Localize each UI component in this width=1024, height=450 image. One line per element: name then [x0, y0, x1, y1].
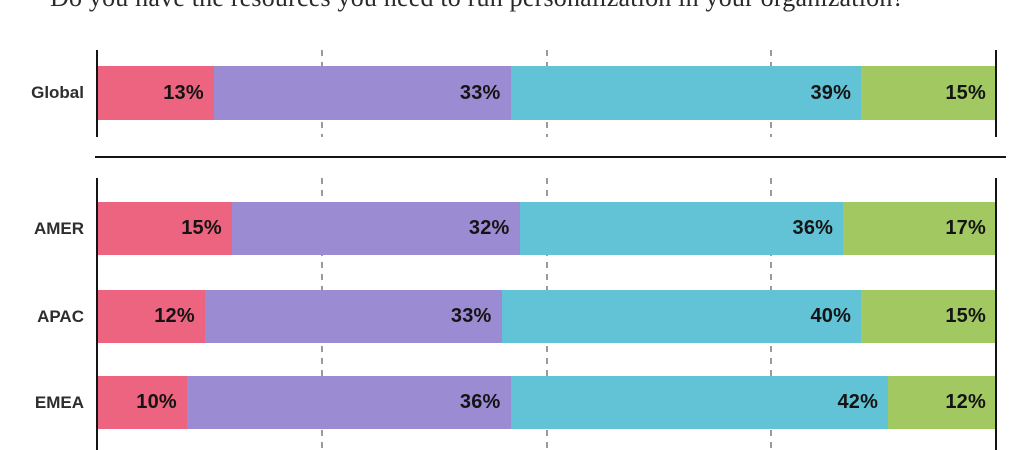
- stacked-bar-apac: 12% 33% 40% 15%: [97, 290, 996, 343]
- bar-segment-green: 15%: [861, 290, 996, 343]
- segment-value-label: 42%: [837, 391, 879, 413]
- segment-value-label: 15%: [945, 81, 986, 104]
- bar-segment-teal: 40%: [501, 290, 862, 343]
- bar-segment-teal: 42%: [510, 376, 889, 429]
- bar-segment-purple: 36%: [186, 376, 511, 429]
- segment-value-label: 10%: [136, 391, 177, 413]
- segment-value-label: 15%: [181, 217, 222, 239]
- chart-row-global: Global 13% 33% 39% 15%: [31, 66, 996, 120]
- segment-value-label: 12%: [945, 391, 986, 413]
- bar-segment-pink: 12%: [97, 290, 205, 343]
- stacked-bar-global: 13% 33% 39% 15%: [97, 66, 996, 120]
- segment-value-label: 17%: [945, 217, 986, 239]
- chart-separator-line: [95, 156, 1006, 158]
- stacked-bar-emea: 10% 36% 42% 12%: [97, 376, 996, 429]
- bar-segment-pink: 10%: [97, 376, 187, 429]
- segment-value-label: 36%: [792, 217, 834, 239]
- bar-segment-green: 15%: [861, 66, 996, 120]
- bar-segment-pink: 15%: [97, 202, 232, 255]
- bar-segment-green: 12%: [888, 376, 996, 429]
- bar-segment-purple: 33%: [204, 290, 502, 343]
- bar-segment-pink: 13%: [97, 66, 214, 120]
- segment-value-label: 36%: [459, 391, 501, 413]
- segment-value-label: 39%: [810, 81, 852, 104]
- segment-value-label: 33%: [450, 305, 492, 327]
- segment-value-label: 15%: [945, 305, 986, 327]
- segment-value-label: 40%: [810, 305, 852, 327]
- row-label-emea: EMEA: [34, 392, 84, 412]
- regions-chart: AMER 15% 32% 36% 17% APAC 12% 33% 40% 15% EMEA 10% 3…: [34, 178, 997, 450]
- chart-title: Do you have the resources you need to ru…: [50, 0, 904, 11]
- chart-row-apac: APAC 12% 33% 40% 15%: [37, 290, 996, 343]
- row-label-apac: APAC: [37, 306, 84, 326]
- bar-segment-purple: 33%: [213, 66, 511, 120]
- regions-chart-rows: AMER 15% 32% 36% 17% APAC 12% 33% 40% 15% EMEA 10% 3…: [34, 202, 996, 429]
- row-label-amer: AMER: [33, 218, 84, 238]
- chart-row-amer: AMER 15% 32% 36% 17%: [34, 202, 996, 255]
- segment-value-label: 33%: [459, 81, 501, 104]
- global-right-axis-line: [995, 50, 997, 137]
- stacked-bar-amer: 15% 32% 36% 17%: [97, 202, 996, 255]
- global-chart-rows: Global 13% 33% 39% 15%: [31, 66, 996, 120]
- global-chart: Global 13% 33% 39% 15%: [31, 50, 997, 137]
- row-label-global: Global: [31, 83, 84, 102]
- segment-value-label: 13%: [163, 81, 204, 104]
- bar-segment-green: 17%: [843, 202, 996, 255]
- bar-segment-purple: 32%: [231, 202, 520, 255]
- global-left-axis-line: [96, 50, 98, 137]
- bar-segment-teal: 39%: [510, 66, 862, 120]
- regions-left-axis-line: [96, 178, 98, 450]
- segment-value-label: 12%: [154, 305, 195, 327]
- bar-segment-teal: 36%: [519, 202, 844, 255]
- chart-row-emea: EMEA 10% 36% 42% 12%: [35, 376, 996, 429]
- regions-right-axis-line: [995, 178, 997, 450]
- segment-value-label: 32%: [468, 217, 510, 239]
